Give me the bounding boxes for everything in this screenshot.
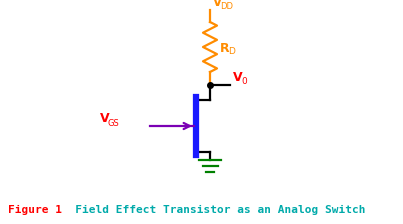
- Text: D: D: [228, 47, 235, 56]
- Text: V: V: [233, 71, 243, 84]
- Text: V: V: [100, 112, 110, 125]
- Text: DD: DD: [220, 2, 233, 11]
- Text: Field Effect Transistor as an Analog Switch: Field Effect Transistor as an Analog Swi…: [55, 205, 366, 215]
- Text: 0: 0: [241, 77, 247, 86]
- Text: Figure 1: Figure 1: [8, 205, 62, 215]
- Text: V: V: [213, 0, 222, 9]
- Text: R: R: [220, 43, 230, 56]
- Text: GS: GS: [108, 119, 120, 128]
